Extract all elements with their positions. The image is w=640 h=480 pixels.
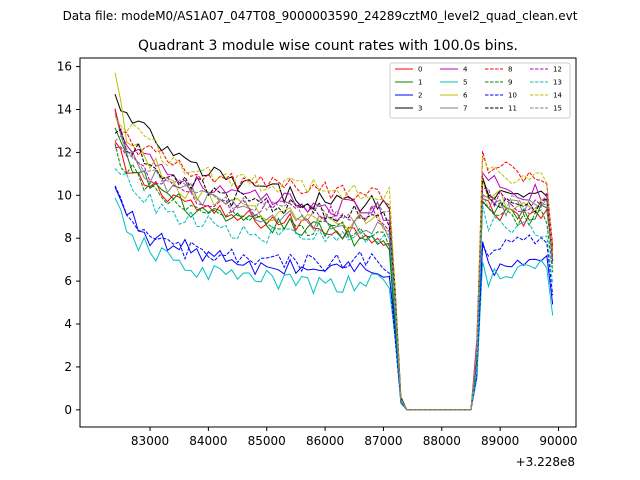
legend-label-12: 12 xyxy=(553,66,562,74)
y-tick-label: 2 xyxy=(64,360,72,374)
x-tick-label: 89000 xyxy=(481,434,519,448)
series-line-3 xyxy=(114,94,554,411)
series-line-2 xyxy=(114,186,554,411)
series-line-7 xyxy=(114,112,554,411)
legend-label-8: 8 xyxy=(508,66,512,74)
series-line-14 xyxy=(114,115,554,411)
legend-label-14: 14 xyxy=(553,92,562,100)
chart-suptitle: Data file: modeM0/AS1A07_047T08_90000035… xyxy=(63,9,578,23)
legend-label-11: 11 xyxy=(508,105,517,113)
x-tick-label: 88000 xyxy=(423,434,461,448)
legend-label-1: 1 xyxy=(418,79,422,87)
legend-label-13: 13 xyxy=(553,79,562,87)
x-tick-label: 85000 xyxy=(248,434,286,448)
legend-label-5: 5 xyxy=(463,79,467,87)
x-axis-offset-label: +3.228e8 xyxy=(516,455,575,469)
y-tick-label: 14 xyxy=(57,102,72,116)
legend-label-3: 3 xyxy=(418,105,422,113)
series-line-11 xyxy=(114,128,554,411)
x-tick-label: 83000 xyxy=(131,434,169,448)
plot-frame xyxy=(79,57,577,428)
y-axis: 0 2 4 6 8 10 12 14 16 xyxy=(57,60,80,417)
y-tick-label: 16 xyxy=(57,60,72,74)
y-tick-label: 4 xyxy=(64,317,72,331)
x-tick-label: 84000 xyxy=(189,434,227,448)
x-tick-label: 87000 xyxy=(364,434,402,448)
x-tick-label: 86000 xyxy=(306,434,344,448)
legend-label-2: 2 xyxy=(418,92,422,100)
legend-label-4: 4 xyxy=(463,66,468,74)
series-line-15 xyxy=(114,135,554,411)
legend-box xyxy=(389,62,571,119)
series-line-6 xyxy=(114,72,554,411)
y-tick-label: 0 xyxy=(64,403,72,417)
legend-label-7: 7 xyxy=(463,105,467,113)
series-line-5 xyxy=(114,197,554,411)
y-tick-label: 10 xyxy=(57,188,72,202)
series-line-8 xyxy=(114,109,554,411)
x-axis: 83000 84000 85000 86000 87000 88000 89000 90000 xyxy=(131,427,578,448)
legend-label-0: 0 xyxy=(418,66,422,74)
y-tick-label: 8 xyxy=(64,231,72,245)
legend-label-6: 6 xyxy=(463,92,468,100)
y-tick-label: 6 xyxy=(64,274,72,288)
series-line-1 xyxy=(114,127,554,411)
series-line-13 xyxy=(114,168,554,411)
series-line-10 xyxy=(114,185,554,411)
x-tick-label: 90000 xyxy=(539,434,577,448)
series-layer xyxy=(114,72,554,411)
legend-label-15: 15 xyxy=(553,105,562,113)
y-tick-label: 12 xyxy=(57,145,72,159)
legend-label-10: 10 xyxy=(508,92,517,100)
chart-title: Quadrant 3 module wise count rates with … xyxy=(138,38,518,54)
legend-label-9: 9 xyxy=(508,79,512,87)
